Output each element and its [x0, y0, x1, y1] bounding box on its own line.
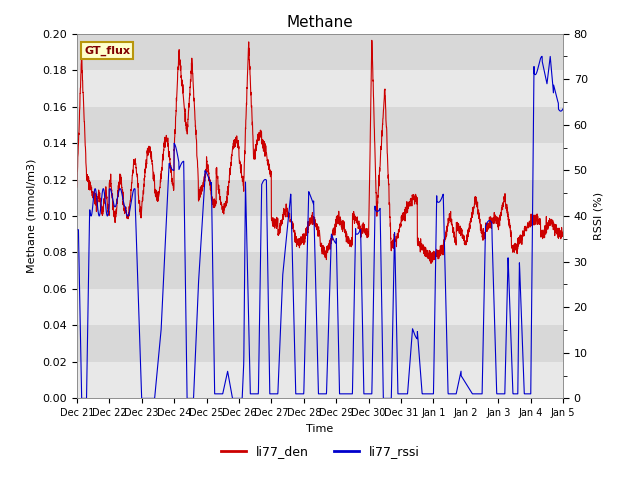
Bar: [77, 289, 563, 325]
Bar: [77, 143, 563, 180]
Y-axis label: RSSI (%): RSSI (%): [593, 192, 604, 240]
Text: GT_flux: GT_flux: [84, 46, 130, 56]
Bar: [77, 252, 563, 289]
Bar: [77, 107, 563, 143]
Bar: [77, 180, 563, 216]
Legend: li77_den, li77_rssi: li77_den, li77_rssi: [216, 440, 424, 463]
Bar: [77, 325, 563, 362]
X-axis label: Time: Time: [307, 424, 333, 433]
Bar: [77, 70, 563, 107]
Title: Methane: Methane: [287, 15, 353, 30]
Y-axis label: Methane (mmol/m3): Methane (mmol/m3): [27, 159, 36, 273]
Bar: [77, 34, 563, 70]
Bar: [77, 362, 563, 398]
Bar: [77, 216, 563, 252]
